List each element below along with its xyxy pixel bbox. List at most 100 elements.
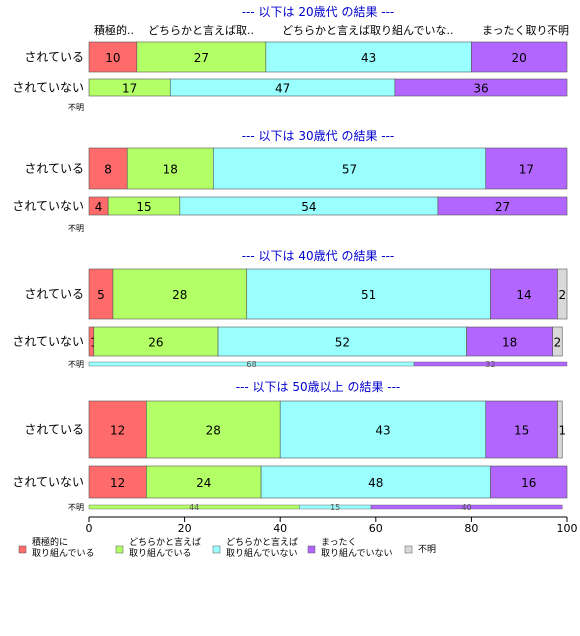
bar-value-label: 51 <box>361 288 376 302</box>
bar-value-label: 14 <box>516 288 531 302</box>
bar-value-label: 2 <box>554 336 562 350</box>
nodata-value-label: 15 <box>330 503 340 512</box>
row-label: されている <box>24 162 84 176</box>
bar-value-label: 48 <box>368 476 383 490</box>
row-label: されていない <box>12 475 84 489</box>
bar-value-label: 5 <box>97 288 105 302</box>
bar-segment <box>146 465 262 499</box>
bar-segment <box>93 326 219 357</box>
legend-label: どちらかと言えば取り組んでいる <box>129 536 201 559</box>
legend-swatch <box>18 545 27 554</box>
bar-segment <box>146 400 281 459</box>
nodata-segment <box>370 504 563 510</box>
bar-value-label: 4 <box>95 200 103 214</box>
bar-value-label: 18 <box>502 336 517 350</box>
bar-segment <box>126 147 214 190</box>
bar-value-label: 20 <box>512 51 527 65</box>
bar-segment <box>394 78 568 97</box>
bar-segment <box>112 268 248 320</box>
row-label: されていない <box>12 199 84 213</box>
bar-value-label: 47 <box>275 82 290 96</box>
x-tick-label: 100 <box>557 522 578 535</box>
nodata-value-label: 68 <box>246 360 256 369</box>
nodata-label: 不明 <box>68 503 84 512</box>
bar-value-label: 8 <box>104 163 112 177</box>
nodata-value-label: 44 <box>189 503 199 512</box>
bar-value-label: 16 <box>521 476 536 490</box>
panel-title-3: --- 以下は 40歳代 の結果 --- <box>242 249 395 263</box>
bar-segment <box>471 41 568 73</box>
bar-value-label: 2 <box>558 288 566 302</box>
bar-segment <box>246 268 491 320</box>
bar-value-label: 28 <box>172 288 187 302</box>
row-label: されている <box>24 423 84 437</box>
bar-value-label: 43 <box>361 51 376 65</box>
bar-value-label: 17 <box>122 82 137 96</box>
bar-value-label: 15 <box>136 200 151 214</box>
bar-value-label: 27 <box>194 51 209 65</box>
x-tick-label: 60 <box>369 522 383 535</box>
panel-title-2: --- 以下は 30歳代 の結果 --- <box>242 129 395 143</box>
category-header-4: まったく取り.. <box>482 24 555 37</box>
nodata-value-label: 32 <box>485 360 495 369</box>
bar-value-label: 36 <box>473 82 488 96</box>
legend-swatch <box>404 545 413 554</box>
bar-segment <box>265 41 472 73</box>
x-tick-label: 40 <box>273 522 287 535</box>
bar-segment <box>88 147 128 190</box>
bar-value-label: 43 <box>375 424 390 438</box>
bar-segment <box>557 400 563 459</box>
legend-swatch <box>115 545 124 554</box>
bar-value-label: 1 <box>558 424 566 438</box>
bar-value-label: 10 <box>105 51 120 65</box>
legend-swatch <box>307 545 316 554</box>
bar-value-label: 27 <box>495 200 510 214</box>
bar-segment <box>490 465 568 499</box>
bar-value-label: 24 <box>196 476 211 490</box>
x-tick-label: 20 <box>178 522 192 535</box>
nodata-segment <box>413 361 568 367</box>
nodata-value-label: 40 <box>462 503 472 512</box>
bar-value-label: 26 <box>148 336 163 350</box>
bar-segment <box>88 400 147 459</box>
bar-value-label: 12 <box>110 424 125 438</box>
legend-label: 不明 <box>418 544 436 555</box>
nodata-label: 不明 <box>68 360 84 369</box>
legend-label: どちらかと言えば取り組んでいない <box>226 536 298 559</box>
bar-value-label: 28 <box>206 424 221 438</box>
bar-segment <box>279 400 487 459</box>
row-label: されている <box>24 50 84 64</box>
bar-segment <box>485 400 558 459</box>
x-tick-label: 0 <box>86 522 93 535</box>
nodata-label: 不明 <box>68 103 84 112</box>
row-label: されている <box>24 287 84 301</box>
bar-segment <box>490 268 558 320</box>
panel-title-1: --- 以下は 20歳代 の結果 --- <box>242 5 395 19</box>
category-header-5: 不明 <box>547 24 569 37</box>
bar-value-label: 15 <box>514 424 529 438</box>
bar-value-label: 17 <box>519 163 534 177</box>
bar-segment <box>437 196 568 216</box>
row-label: されていない <box>12 81 84 95</box>
bar-value-label: 52 <box>335 336 350 350</box>
category-header-3: どちらかと言えば取り組んでいな.. <box>282 24 453 37</box>
bar-value-label: 12 <box>110 476 125 490</box>
legend-swatch <box>212 545 221 554</box>
nodata-label: 不明 <box>68 224 84 233</box>
bar-segment <box>212 147 487 190</box>
panel-title-4: --- 以下は 50歳以上 の結果 --- <box>236 380 401 394</box>
category-header-1: 積極的.. <box>94 23 134 37</box>
bar-segment <box>552 326 563 357</box>
legend-label: まったく取り組んでいない <box>321 537 393 559</box>
bar-segment <box>88 41 138 73</box>
bar-value-label: 54 <box>301 200 316 214</box>
bar-segment <box>217 326 467 357</box>
bar-segment <box>260 465 491 499</box>
category-header-2: どちらかと言えば取.. <box>148 24 254 37</box>
bar-segment <box>88 465 147 499</box>
x-tick-label: 80 <box>464 522 478 535</box>
bar-segment <box>557 268 568 320</box>
bar-value-label: 18 <box>163 163 178 177</box>
bar-value-label: 57 <box>342 163 357 177</box>
